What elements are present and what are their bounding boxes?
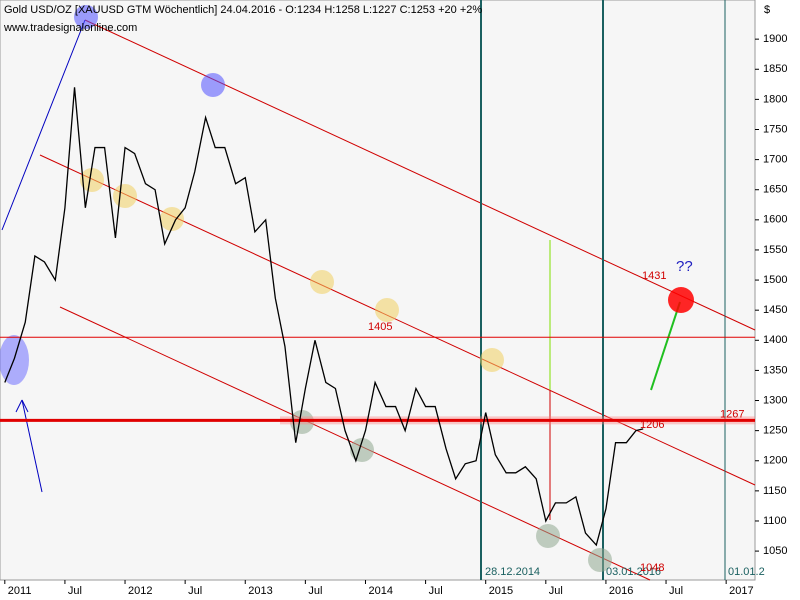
price-label: 1431 <box>642 270 666 282</box>
y-tick-label: 1400 <box>763 334 787 346</box>
x-tick-label: Jul <box>669 585 683 597</box>
x-tick-label: 2012 <box>128 585 152 597</box>
y-unit: $ <box>764 4 770 16</box>
chart-title: Gold USD/OZ [XAUUSD GTM Wöchentlich] 24.… <box>4 4 482 16</box>
y-tick-label: 1350 <box>763 364 787 376</box>
x-tick-label: Jul <box>308 585 322 597</box>
price-line <box>4 87 644 547</box>
question-marks: ?? <box>676 258 693 275</box>
y-tick-label: 1200 <box>763 455 787 467</box>
y-tick-label: 1750 <box>763 123 787 135</box>
x-tick-label: 2017 <box>729 585 753 597</box>
y-tick-label: 1800 <box>763 93 787 105</box>
x-tick-label: Jul <box>429 585 443 597</box>
x-tick-label: 2014 <box>368 585 392 597</box>
x-tick-label: 2013 <box>248 585 272 597</box>
x-tick-label: Jul <box>68 585 82 597</box>
level-label: 1267 <box>720 408 744 420</box>
y-tick-label: 1300 <box>763 394 787 406</box>
level-label: 1405 <box>368 321 392 333</box>
highlight-circles <box>0 5 694 572</box>
y-tick-label: 1150 <box>763 485 787 497</box>
x-tick-label: Jul <box>549 585 563 597</box>
y-tick-label: 1850 <box>763 63 787 75</box>
y-tick-label: 1550 <box>763 244 787 256</box>
x-tick-label: 2016 <box>609 585 633 597</box>
x-tick-label: 2015 <box>489 585 513 597</box>
plot-area <box>0 0 756 581</box>
y-tick-label: 1050 <box>763 545 787 557</box>
date-label: 01.01.2 <box>728 566 765 578</box>
low-label: 1048 <box>640 562 664 574</box>
y-tick-label: 1600 <box>763 214 787 226</box>
y-tick-label: 1450 <box>763 304 787 316</box>
y-tick-label: 1900 <box>763 33 787 45</box>
y-tick-label: 1100 <box>763 515 787 527</box>
y-tick-label: 1500 <box>763 274 787 286</box>
y-tick-label: 1650 <box>763 184 787 196</box>
date-label: 03.01.2016 <box>606 566 661 578</box>
x-tick-label: Jul <box>188 585 202 597</box>
x-tick-label: 2011 <box>8 585 32 597</box>
price-label: 1206 <box>640 419 664 431</box>
date-label: 28.12.2014 <box>485 566 540 578</box>
watermark: www.tradesignalonline.com <box>3 22 137 34</box>
y-tick-label: 1700 <box>763 154 787 166</box>
y-tick-label: 1250 <box>763 425 787 437</box>
